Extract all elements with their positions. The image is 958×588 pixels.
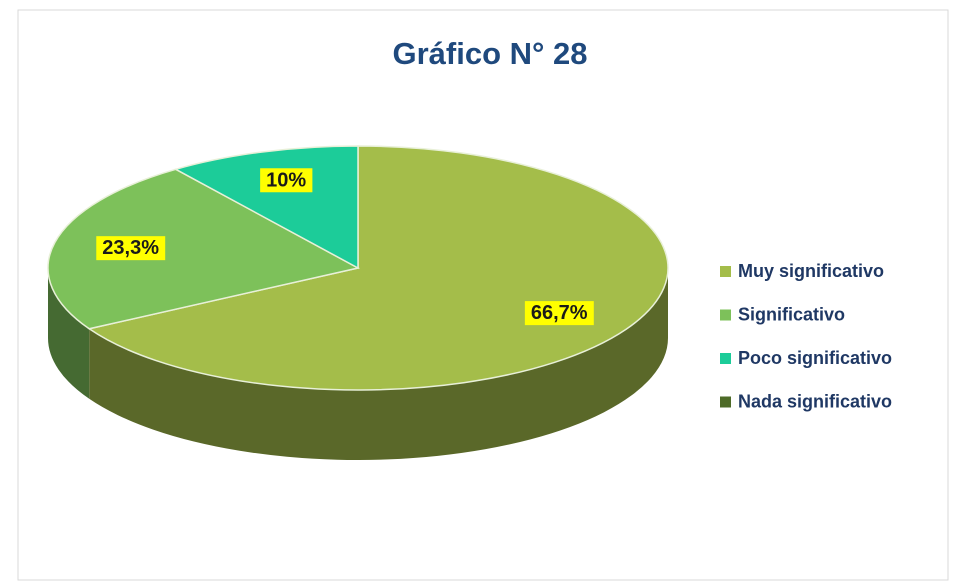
legend-label: Poco significativo <box>738 348 892 368</box>
data-label-bg <box>96 236 166 261</box>
legend-swatch <box>720 266 731 277</box>
pie-side <box>89 268 669 460</box>
legend-label: Significativo <box>738 304 845 324</box>
data-label: 10% <box>266 169 306 191</box>
data-label-bg <box>260 168 313 193</box>
data-label-bg <box>524 301 594 326</box>
data-label: 23,3% <box>102 237 159 259</box>
legend-label: Nada significativo <box>738 391 892 411</box>
pie-slice <box>47 168 361 330</box>
pie-slice <box>87 145 669 391</box>
pie-slice <box>173 145 359 270</box>
data-label: 66,7% <box>531 302 588 324</box>
legend-swatch <box>720 396 731 408</box>
pie-side <box>48 268 90 399</box>
legend-swatch <box>720 353 731 364</box>
chart-title: Gráfico N° 28 <box>392 36 587 71</box>
legend-label: Muy significativo <box>738 261 884 281</box>
legend-swatch <box>720 309 731 321</box>
